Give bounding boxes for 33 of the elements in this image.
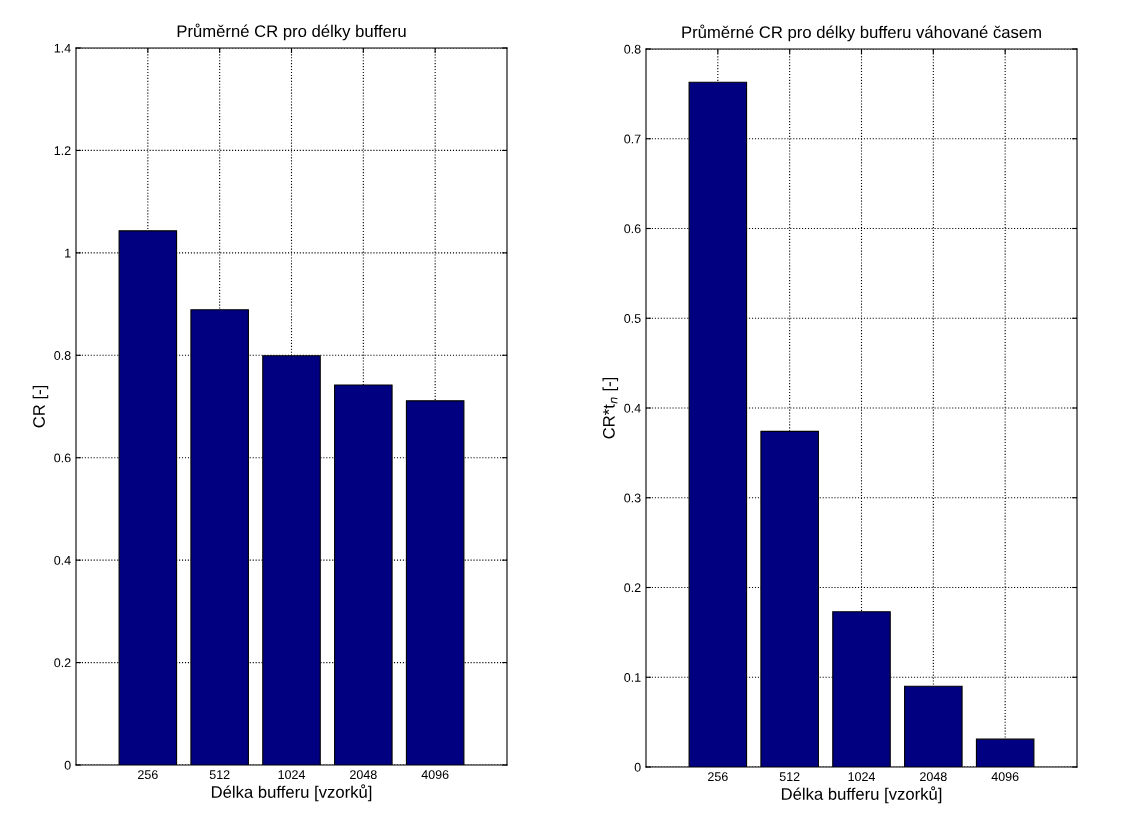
x-tick-label: 512: [779, 772, 800, 782]
x-tick-label: 4096: [991, 772, 1019, 782]
y-tick-label: 0.3: [624, 493, 641, 503]
x-tick-label: 1024: [278, 770, 306, 780]
x-tick-label: 1024: [848, 772, 876, 782]
y-tick-label: 0.4: [624, 403, 641, 413]
x-tick-label: 2048: [920, 772, 947, 782]
y-tick-label: 0.8: [54, 351, 71, 360]
x-tick-label: 256: [708, 772, 728, 782]
x-axis-title: Délka bufferu [vzorků]: [781, 786, 942, 804]
y-tick-label: 0.1: [624, 673, 641, 682]
y-tick-label: 1.2: [54, 146, 71, 155]
x-tick-label: 4096: [421, 770, 449, 780]
y-tick-label: 0.2: [54, 658, 71, 668]
x-tick-label: 512: [209, 770, 230, 780]
x-tick-label: 256: [138, 770, 158, 780]
x-tick-label: 2048: [350, 770, 377, 780]
y-tick-label: 0.7: [624, 134, 641, 144]
y-axis-title: CR*t$_{n}$ [-]: [602, 377, 619, 439]
y-tick-label: 1: [65, 248, 71, 258]
y-tick-label: 0.4: [54, 555, 71, 565]
x-axis-title: Délka bufferu [vzorků]: [211, 784, 372, 802]
chart-title: Průměrné CR pro délky bufferu: [177, 23, 406, 41]
chart-title: Průměrné CR pro délky bufferu váhované časem: [682, 24, 1041, 42]
y-axis-title: CR [-]: [32, 385, 49, 428]
y-tick-label: 0: [634, 762, 641, 772]
y-tick-label: 0.8: [624, 44, 641, 54]
y-tick-label: 1.4: [54, 43, 71, 53]
y-tick-label: 0.5: [624, 314, 641, 323]
y-tick-label: 0.6: [54, 453, 71, 463]
y-tick-label: 0.2: [624, 583, 641, 593]
y-tick-label: 0: [64, 760, 71, 770]
y-tick-label: 0.6: [624, 224, 641, 234]
